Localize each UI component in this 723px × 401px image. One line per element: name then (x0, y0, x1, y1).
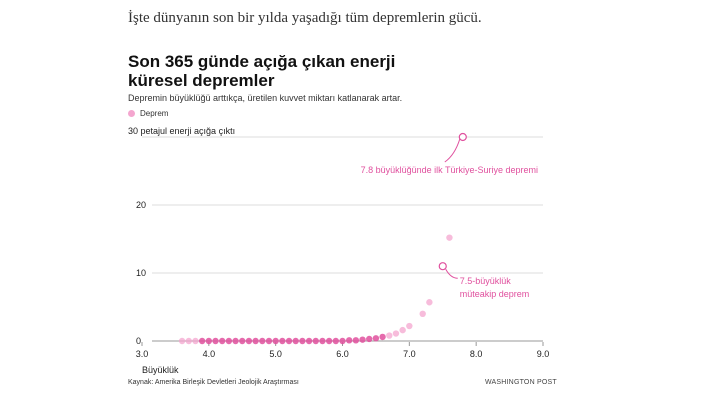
data-point (438, 262, 447, 271)
data-point (285, 337, 293, 345)
x-axis-label: Büyüklük (142, 365, 179, 375)
legend-swatch (128, 110, 135, 117)
y-tick-label: 10 (136, 268, 146, 278)
x-tick-label: 5.0 (269, 349, 282, 359)
chart-title: Son 365 günde açığa çıkan enerji küresel… (128, 52, 396, 90)
data-point (185, 337, 192, 345)
annotation-label: 7.5-büyüklük (460, 276, 512, 286)
x-tick-label: 8.0 (470, 349, 483, 359)
x-tick-label: 9.0 (537, 349, 550, 359)
legend: Deprem (128, 109, 168, 118)
data-point (406, 322, 413, 330)
chart-subtitle: Depremin büyüklüğü arttıkça, üretilen ku… (128, 93, 403, 103)
annotation-connector (445, 268, 458, 279)
data-point (386, 332, 393, 339)
data-point (339, 337, 346, 345)
data-point (392, 330, 400, 337)
annotation-connector (444, 138, 461, 163)
x-tick-label: 3.0 (136, 349, 149, 359)
data-point (366, 335, 373, 343)
data-point (212, 337, 219, 345)
annotation-label: müteakip deprem (460, 289, 530, 299)
data-point (192, 337, 199, 345)
data-point (272, 337, 279, 345)
data-point (332, 337, 340, 345)
data-point (446, 234, 453, 241)
data-point (399, 326, 406, 334)
publisher-credit: WASHINGTON POST (485, 379, 557, 386)
legend-label: Deprem (140, 109, 169, 118)
data-point (232, 337, 239, 345)
data-point (352, 337, 360, 344)
x-tick-label: 4.0 (203, 349, 216, 359)
y-tick-label: 20 (136, 200, 146, 210)
data-point (219, 337, 226, 345)
data-point (372, 335, 380, 342)
data-point (225, 337, 233, 345)
intro-text: İşte dünyanın son bir yılda yaşadığı tüm… (128, 10, 482, 26)
data-point (279, 337, 286, 345)
source-note: Kaynak: Amerika Birleşik Devletleri Jeol… (128, 379, 299, 386)
data-point (305, 337, 313, 345)
data-point (359, 336, 366, 343)
data-point (312, 337, 319, 345)
data-point (239, 337, 246, 345)
data-point (379, 333, 386, 341)
data-point (205, 337, 213, 345)
data-point (292, 337, 299, 345)
data-point (178, 337, 186, 345)
x-tick-label: 6.0 (336, 349, 349, 359)
data-point (345, 337, 353, 344)
annotation-label: 7.8 büyüklüğünde ilk Türkiye-Suriye depr… (361, 165, 538, 175)
data-point (419, 310, 426, 317)
data-point (458, 132, 467, 142)
data-point (265, 337, 273, 345)
data-point (325, 337, 333, 345)
data-point (198, 337, 206, 345)
y-tick-label: 0 (136, 336, 141, 346)
y-axis-label: 30 petajul enerji açığa çıktı (128, 126, 235, 136)
data-point (299, 337, 306, 345)
data-point (319, 337, 326, 345)
data-point (252, 337, 259, 345)
data-point (259, 337, 266, 345)
data-point (245, 337, 253, 345)
data-point (426, 299, 433, 306)
x-tick-label: 7.0 (403, 349, 416, 359)
